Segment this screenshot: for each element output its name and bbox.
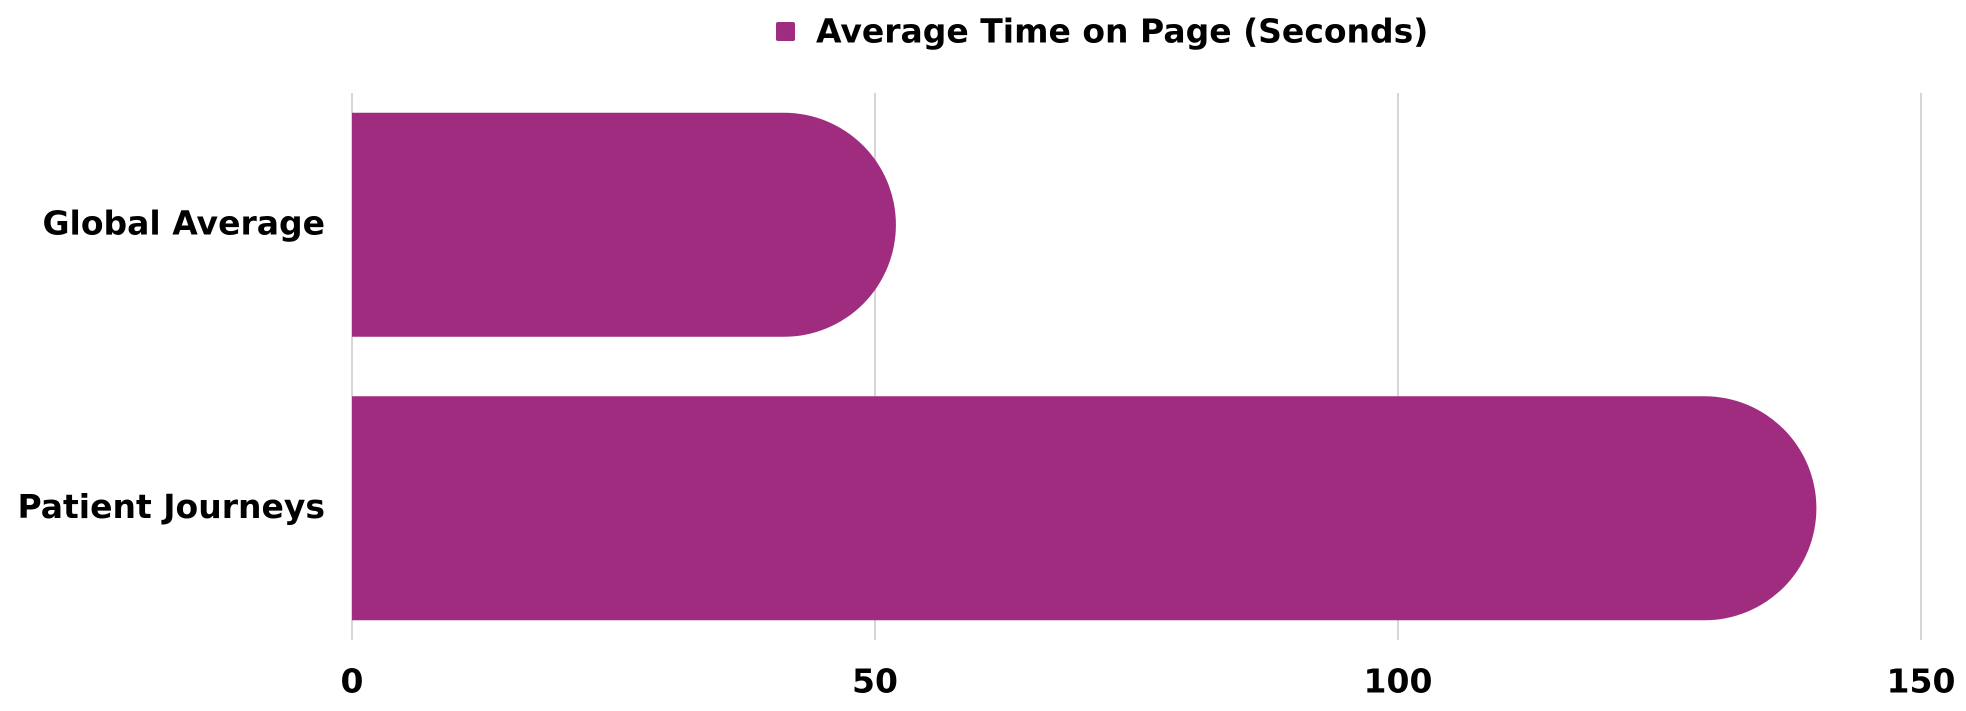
x-tick-label: 150 [1887,662,1956,701]
x-tick-label: 0 [341,662,364,701]
legend-swatch [776,22,795,41]
x-tick-label: 50 [852,662,898,701]
legend-label: Average Time on Page (Seconds) [816,12,1428,51]
bar [352,112,896,337]
bar [352,396,1817,621]
y-tick-label: Global Average [42,203,325,242]
y-tick-label: Patient Journeys [17,487,325,526]
x-tick-label: 100 [1364,662,1433,701]
